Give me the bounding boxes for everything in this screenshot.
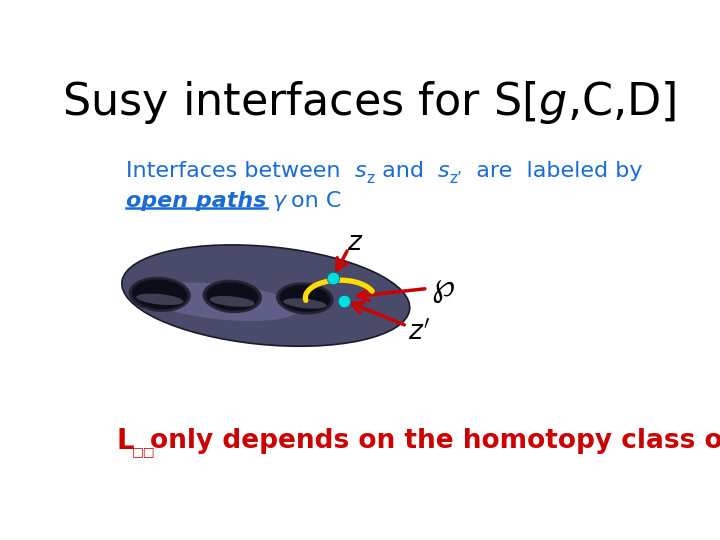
Text: γ: γ bbox=[272, 191, 285, 211]
Text: $z'$: $z'$ bbox=[408, 319, 431, 345]
Text: Susy interfaces for S[$\mathit{g}$,C,D]: Susy interfaces for S[$\mathit{g}$,C,D] bbox=[62, 79, 676, 126]
Text: $z$: $z$ bbox=[347, 230, 364, 255]
Text: open paths: open paths bbox=[126, 191, 267, 211]
Ellipse shape bbox=[279, 285, 330, 312]
Text: □□: □□ bbox=[132, 445, 156, 458]
Ellipse shape bbox=[276, 282, 333, 315]
Ellipse shape bbox=[210, 296, 255, 307]
Ellipse shape bbox=[144, 282, 299, 321]
Ellipse shape bbox=[136, 294, 184, 305]
Ellipse shape bbox=[122, 245, 410, 346]
Ellipse shape bbox=[202, 280, 262, 313]
Text: are  labeled by: are labeled by bbox=[462, 161, 643, 181]
Text: $\wp$: $\wp$ bbox=[431, 273, 454, 305]
Text: s: s bbox=[438, 161, 449, 181]
Text: L: L bbox=[117, 427, 135, 455]
Text: only depends on the homotopy class of γ: only depends on the homotopy class of γ bbox=[150, 428, 720, 454]
Text: on C: on C bbox=[291, 191, 341, 211]
Text: z: z bbox=[366, 171, 374, 186]
Text: Interfaces between: Interfaces between bbox=[126, 161, 355, 181]
Text: z’: z’ bbox=[449, 171, 462, 186]
Ellipse shape bbox=[129, 276, 191, 312]
Text: and: and bbox=[374, 161, 438, 181]
Text: s: s bbox=[355, 161, 366, 181]
Ellipse shape bbox=[283, 298, 326, 309]
Ellipse shape bbox=[132, 279, 187, 309]
Ellipse shape bbox=[206, 282, 258, 310]
